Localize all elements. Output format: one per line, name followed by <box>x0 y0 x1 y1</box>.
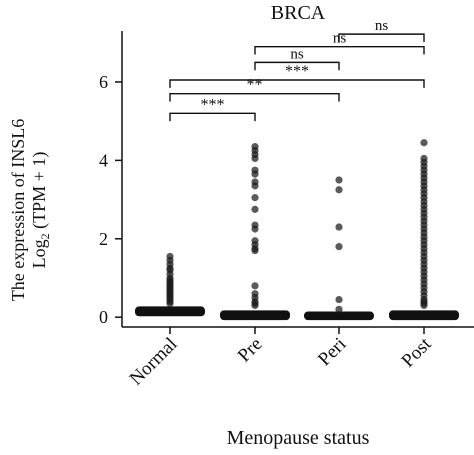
y-tick-label-2: 2 <box>99 229 108 249</box>
bracket-label-normal-pre: *** <box>201 96 225 113</box>
x-tick-label-peri: Peri <box>314 334 350 370</box>
box-normal <box>135 306 205 317</box>
x-tick-labels: Normal Pre Peri Post <box>126 333 436 389</box>
chart-title: BRCA <box>271 2 326 24</box>
y-tick-label-4: 4 <box>99 150 108 170</box>
x-tick-label-post: Post <box>398 333 437 372</box>
outlier-point-pre-3 <box>251 154 259 163</box>
box-series <box>135 306 459 321</box>
bracket-peri-post: ns <box>338 18 425 42</box>
axes: 0 2 4 6 <box>99 31 474 334</box>
bracket-label-normal-post: *** <box>285 63 309 80</box>
outlier-point-pre-16 <box>251 282 259 290</box>
outlier-points <box>166 139 428 313</box>
outlier-point-post-0 <box>420 139 428 147</box>
y-axis-title: The expression of INSL6 Log2 (TPM + 1) <box>8 119 52 301</box>
bracket-line-normal-pre <box>169 112 256 122</box>
outlier-point-pre-8 <box>251 194 259 202</box>
box-pre <box>220 310 290 321</box>
outlier-point-peri-1 <box>335 186 343 194</box>
outlier-point-pre-5 <box>251 170 259 178</box>
outlier-point-pre-21 <box>251 301 259 310</box>
bracket-line-peri-post <box>338 33 425 42</box>
x-tick-label-pre: Pre <box>234 334 267 367</box>
bracket-line-pre-peri <box>254 61 340 71</box>
outlier-point-peri-4 <box>335 295 343 304</box>
bracket-label-peri-post: ns <box>375 18 389 34</box>
outlier-point-post-40 <box>420 301 428 310</box>
x-axis-title: Menopause status <box>227 427 370 449</box>
y-axis-title-unit: (TPM + 1) <box>29 152 50 234</box>
y-tick-label-6: 6 <box>99 72 108 92</box>
bracket-line-pre-post <box>254 45 425 55</box>
outlier-point-peri-5 <box>335 305 343 313</box>
outlier-point-normal-19 <box>166 299 174 308</box>
y-axis-title-line1: The expression of INSL6 <box>8 119 28 301</box>
bracket-normal-pre: *** <box>169 96 256 122</box>
bracket-line-normal-peri <box>169 93 340 102</box>
bracket-label-normal-peri: ** <box>247 77 263 94</box>
outlier-point-peri-2 <box>335 223 343 231</box>
outlier-point-pre-9 <box>251 205 259 213</box>
y-axis-title-log: Log <box>29 239 49 268</box>
box-post <box>389 310 459 321</box>
bracket-line-normal-post <box>169 79 425 88</box>
outlier-point-pre-11 <box>251 225 259 233</box>
box-peri <box>304 311 374 321</box>
outlier-point-pre-15 <box>251 246 259 255</box>
bracket-normal-peri: ** <box>169 77 340 102</box>
y-tick-label-0: 0 <box>99 307 108 327</box>
x-tick-label-normal: Normal <box>126 334 182 390</box>
outlier-point-peri-3 <box>335 243 343 251</box>
outlier-point-pre-7 <box>251 182 259 190</box>
bracket-label-pre-peri: ns <box>290 46 304 62</box>
bracket-pre-peri: ns <box>254 46 340 71</box>
outlier-point-peri-0 <box>335 176 343 184</box>
y-axis-title-line2: Log2 (TPM + 1) <box>29 152 52 269</box>
y-axis-title-subscript: 2 <box>38 233 52 239</box>
bracket-normal-post: *** <box>169 63 425 88</box>
